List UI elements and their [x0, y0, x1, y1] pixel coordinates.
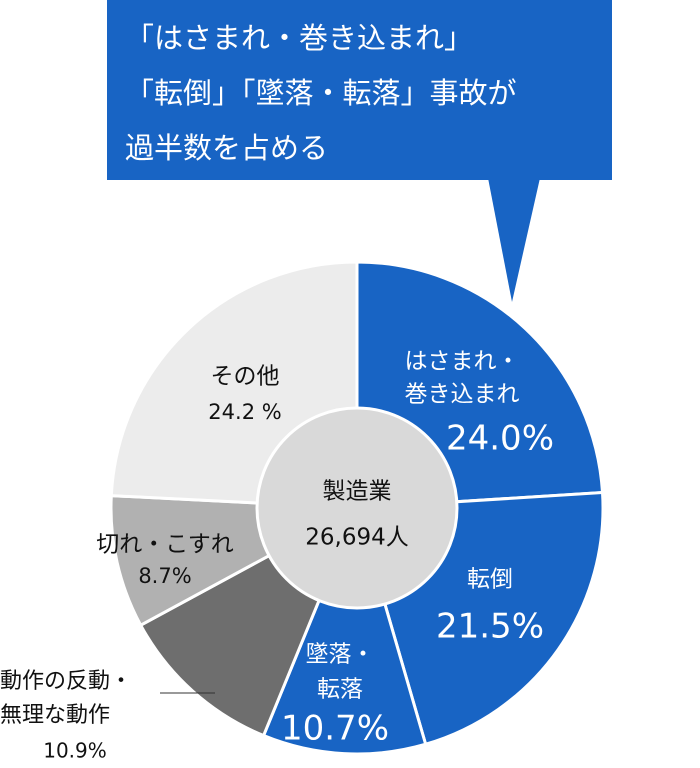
slice-label: 転倒	[467, 567, 513, 593]
callout-line: 「はさまれ・巻き込まれ」	[125, 21, 473, 55]
slice-label: その他	[211, 364, 280, 390]
center-circle	[255, 406, 459, 610]
slice-label: 転落	[317, 677, 363, 703]
slice-label: はさまれ・	[405, 349, 520, 375]
callout: 「はさまれ・巻き込まれ」 「転倒」「墜落・転落」事故が 過半数を占める	[107, 0, 612, 302]
callout-tail	[488, 178, 540, 302]
callout-box	[107, 0, 612, 180]
slice-label: 墜落・	[306, 642, 375, 668]
slice-label: 切れ・こすれ	[96, 532, 234, 558]
value-label: 10.9%	[43, 739, 107, 763]
value-label: 10.7%	[281, 709, 389, 749]
value-label: 24.0%	[446, 419, 554, 459]
value-label: 8.7%	[138, 564, 191, 588]
value-label: 24.2 %	[208, 400, 281, 424]
center-title: 製造業	[323, 479, 392, 505]
center-total: 26,694人	[305, 525, 408, 551]
slice-label: 無理な動作	[0, 703, 110, 728]
pie-slice	[261, 503, 428, 756]
slice-label: 巻き込まれ	[405, 382, 520, 408]
slice-label: 動作の反動・	[0, 669, 132, 694]
callout-line: 「転倒」「墜落・転落」事故が	[125, 76, 517, 110]
callout-line: 過半数を占める	[125, 131, 328, 165]
value-label: 21.5%	[436, 607, 544, 647]
